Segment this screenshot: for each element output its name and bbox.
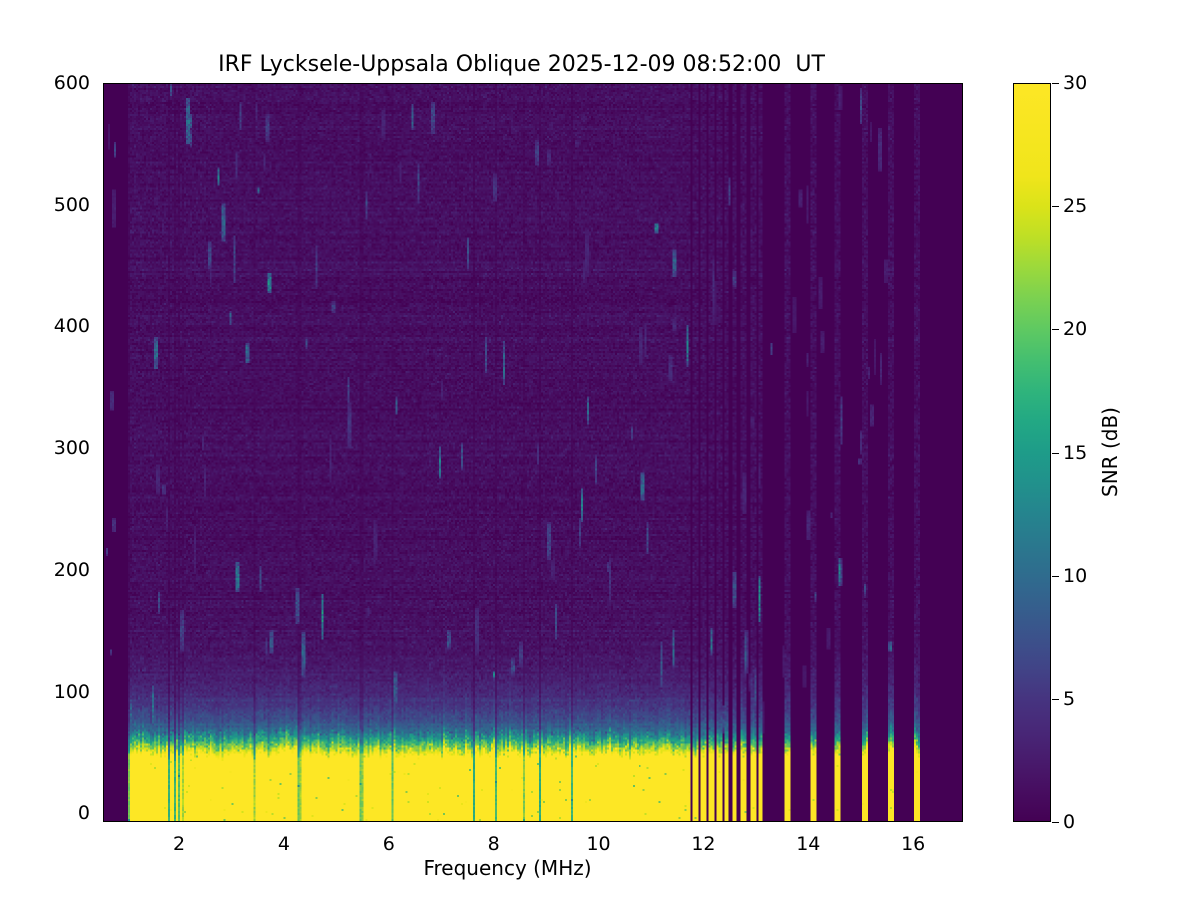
x-tick-label: 10 — [586, 833, 611, 855]
x-tick-label: 12 — [691, 833, 716, 855]
y-tick-mark — [103, 571, 104, 572]
x-tick-label: 8 — [487, 833, 500, 855]
heatmap-pixels — [104, 84, 962, 821]
heatmap-plot-area[interactable] — [103, 83, 963, 822]
colorbar-tick-label: 25 — [1063, 195, 1088, 218]
colorbar-gradient — [1013, 83, 1051, 822]
y-tick-mark — [103, 449, 104, 450]
y-tick-label: 300 — [53, 437, 90, 460]
y-tick-label: 100 — [53, 680, 90, 703]
colorbar-tick-mark — [1052, 575, 1059, 577]
title-line-1: IRF Lycksele-Uppsala Oblique 2025-12-09 … — [218, 52, 825, 77]
y-tick-mark — [103, 84, 104, 85]
colorbar-tick-label: 5 — [1063, 687, 1076, 710]
y-tick-label: 400 — [53, 315, 90, 338]
colorbar-tick-label: 10 — [1063, 564, 1088, 587]
x-tick-label: 6 — [382, 833, 395, 855]
x-tick-label: 16 — [901, 833, 926, 855]
colorbar-tick-label: 20 — [1063, 318, 1088, 341]
y-tick-label: 500 — [53, 193, 90, 216]
ionogram-heatmap-canvas — [104, 84, 962, 821]
y-tick-label: 600 — [53, 72, 90, 94]
y-tick-label: 200 — [53, 558, 90, 581]
x-tick-label: 14 — [796, 833, 821, 855]
x-tick-label: 2 — [172, 833, 186, 855]
colorbar-tick-mark — [1052, 822, 1059, 823]
colorbar-tick-mark — [1052, 206, 1059, 208]
y-tick-label: 0 — [77, 802, 90, 825]
x-tick-label: 4 — [277, 833, 290, 855]
x-axis-label: Frequency (MHz) — [423, 856, 592, 880]
colorbar-label: SNR (dB) — [1098, 407, 1122, 497]
y-tick-mark — [103, 206, 104, 207]
colorbar-tick-mark — [1052, 698, 1059, 700]
colorbar-tick-label: 0 — [1063, 811, 1076, 833]
colorbar-tick-label: 30 — [1063, 72, 1088, 94]
colorbar-tick-mark — [1052, 452, 1059, 454]
y-tick-mark — [103, 327, 104, 328]
y-tick-mark — [103, 693, 104, 694]
y-tick-mark — [103, 814, 104, 815]
colorbar-tick-mark — [1052, 83, 1059, 84]
colorbar-tick-mark — [1052, 329, 1059, 331]
colorbar-tick-label: 15 — [1063, 441, 1088, 464]
